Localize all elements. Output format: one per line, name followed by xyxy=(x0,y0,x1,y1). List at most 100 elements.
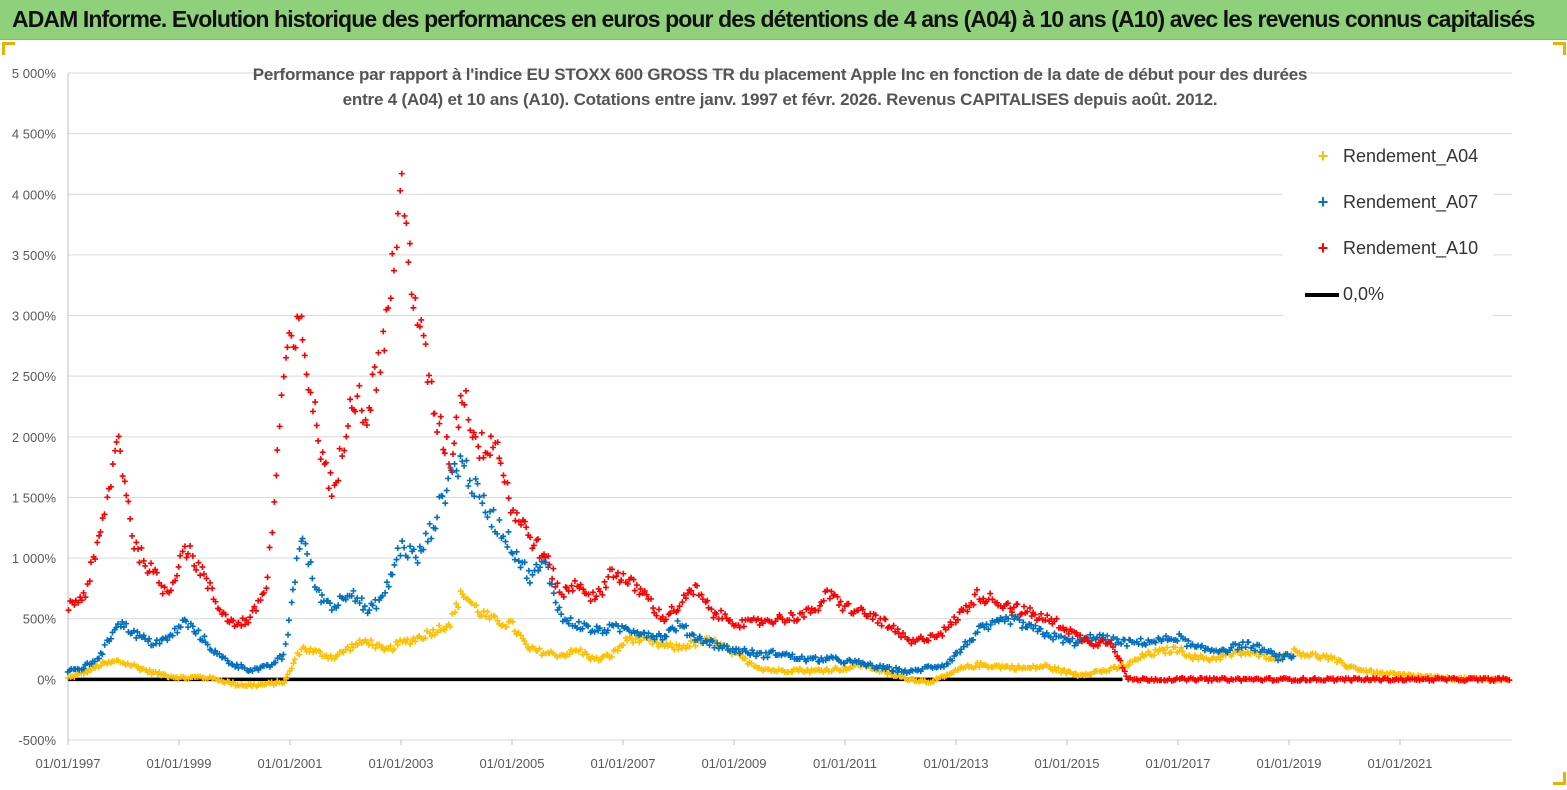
point-rendement_a10 xyxy=(504,479,511,486)
point-rendement_a10 xyxy=(428,378,435,385)
point-rendement_a10 xyxy=(343,433,350,440)
point-rendement_a07 xyxy=(394,545,401,552)
point-rendement_a07 xyxy=(1066,638,1073,645)
point-rendement_a10 xyxy=(75,599,82,606)
point-rendement_a10 xyxy=(679,599,686,606)
x-tick-label: 01/01/2007 xyxy=(590,756,655,771)
point-rendement_a07 xyxy=(521,559,528,566)
point-rendement_a04 xyxy=(347,647,354,654)
legend-item-a10: + Rendement_A10 xyxy=(1303,238,1478,264)
point-rendement_a04 xyxy=(649,640,656,647)
point-rendement_a10 xyxy=(375,349,382,356)
point-rendement_a07 xyxy=(356,599,363,606)
point-rendement_a07 xyxy=(442,500,449,507)
point-rendement_a07 xyxy=(472,475,479,482)
point-rendement_a10 xyxy=(966,604,973,611)
point-rendement_a07 xyxy=(673,627,680,634)
point-rendement_a10 xyxy=(1107,640,1114,647)
point-rendement_a07 xyxy=(690,631,697,638)
point-rendement_a04 xyxy=(457,588,464,595)
point-rendement_a07 xyxy=(1087,631,1094,638)
point-rendement_a10 xyxy=(593,593,600,600)
point-rendement_a10 xyxy=(269,529,276,536)
point-rendement_a07 xyxy=(789,651,796,658)
point-rendement_a10 xyxy=(1031,611,1038,618)
point-rendement_a10 xyxy=(187,542,194,549)
point-rendement_a10 xyxy=(605,573,612,580)
point-rendement_a04 xyxy=(372,645,379,652)
point-rendement_a04 xyxy=(283,675,290,682)
point-rendement_a10 xyxy=(467,427,474,434)
point-rendement_a07 xyxy=(504,543,511,550)
point-rendement_a10 xyxy=(835,602,842,609)
point-rendement_a07 xyxy=(1028,621,1035,628)
point-rendement_a10 xyxy=(197,572,204,579)
point-rendement_a10 xyxy=(633,582,640,589)
point-rendement_a10 xyxy=(387,295,394,302)
point-rendement_a10 xyxy=(161,584,168,591)
point-rendement_a04 xyxy=(1317,655,1324,662)
y-tick-label: 4 000% xyxy=(12,187,57,202)
point-rendement_a10 xyxy=(527,534,534,541)
point-rendement_a04 xyxy=(453,600,460,607)
point-rendement_a04 xyxy=(976,663,983,670)
point-rendement_a04 xyxy=(1091,668,1098,675)
point-rendement_a07 xyxy=(1252,647,1259,654)
point-rendement_a10 xyxy=(451,440,458,447)
point-rendement_a10 xyxy=(571,577,578,584)
point-rendement_a10 xyxy=(662,616,669,623)
point-rendement_a07 xyxy=(327,600,334,607)
legend-line-zero xyxy=(1305,293,1339,298)
point-rendement_a07 xyxy=(195,627,202,634)
point-rendement_a10 xyxy=(500,472,507,479)
point-rendement_a10 xyxy=(284,344,291,351)
point-rendement_a07 xyxy=(1279,656,1286,663)
point-rendement_a07 xyxy=(389,571,396,578)
point-rendement_a10 xyxy=(512,517,519,524)
point-rendement_a10 xyxy=(668,603,675,610)
point-rendement_a04 xyxy=(682,645,689,652)
point-rendement_a10 xyxy=(377,369,384,376)
x-tick-label: 01/01/2021 xyxy=(1367,756,1432,771)
point-rendement_a04 xyxy=(156,669,163,676)
point-rendement_a07 xyxy=(120,624,127,631)
point-rendement_a10 xyxy=(970,601,977,608)
point-rendement_a10 xyxy=(1042,617,1049,624)
point-rendement_a10 xyxy=(647,595,654,602)
point-rendement_a07 xyxy=(360,606,367,613)
point-rendement_a10 xyxy=(837,598,844,605)
point-rendement_a10 xyxy=(630,576,637,583)
point-rendement_a10 xyxy=(136,559,143,566)
point-rendement_a07 xyxy=(318,591,325,598)
point-rendement_a07 xyxy=(379,592,386,599)
point-rendement_a07 xyxy=(1001,618,1008,625)
point-rendement_a07 xyxy=(1118,640,1125,647)
point-rendement_a04 xyxy=(522,641,529,648)
point-rendement_a07 xyxy=(1020,619,1027,626)
y-tick-label: 500% xyxy=(23,612,57,627)
point-rendement_a10 xyxy=(816,602,823,609)
point-rendement_a10 xyxy=(736,624,743,631)
point-rendement_a10 xyxy=(1018,610,1025,617)
point-rendement_a07 xyxy=(169,632,176,639)
point-rendement_a10 xyxy=(278,392,285,399)
point-rendement_a10 xyxy=(138,544,145,551)
point-rendement_a10 xyxy=(94,539,101,546)
point-rendement_a10 xyxy=(956,609,963,616)
point-rendement_a07 xyxy=(471,493,478,500)
point-rendement_a07 xyxy=(445,475,452,482)
point-rendement_a10 xyxy=(307,389,314,396)
point-rendement_a10 xyxy=(257,597,264,604)
point-rendement_a10 xyxy=(505,495,512,502)
point-rendement_a07 xyxy=(694,637,701,644)
point-rendement_a04 xyxy=(1323,652,1330,659)
point-rendement_a07 xyxy=(476,493,483,500)
point-rendement_a10 xyxy=(560,593,567,600)
y-tick-label: 2 500% xyxy=(12,369,57,384)
point-rendement_a10 xyxy=(472,433,479,440)
point-rendement_a10 xyxy=(599,591,606,598)
point-rendement_a07 xyxy=(164,637,171,644)
point-rendement_a10 xyxy=(418,316,425,323)
point-rendement_a04 xyxy=(473,602,480,609)
